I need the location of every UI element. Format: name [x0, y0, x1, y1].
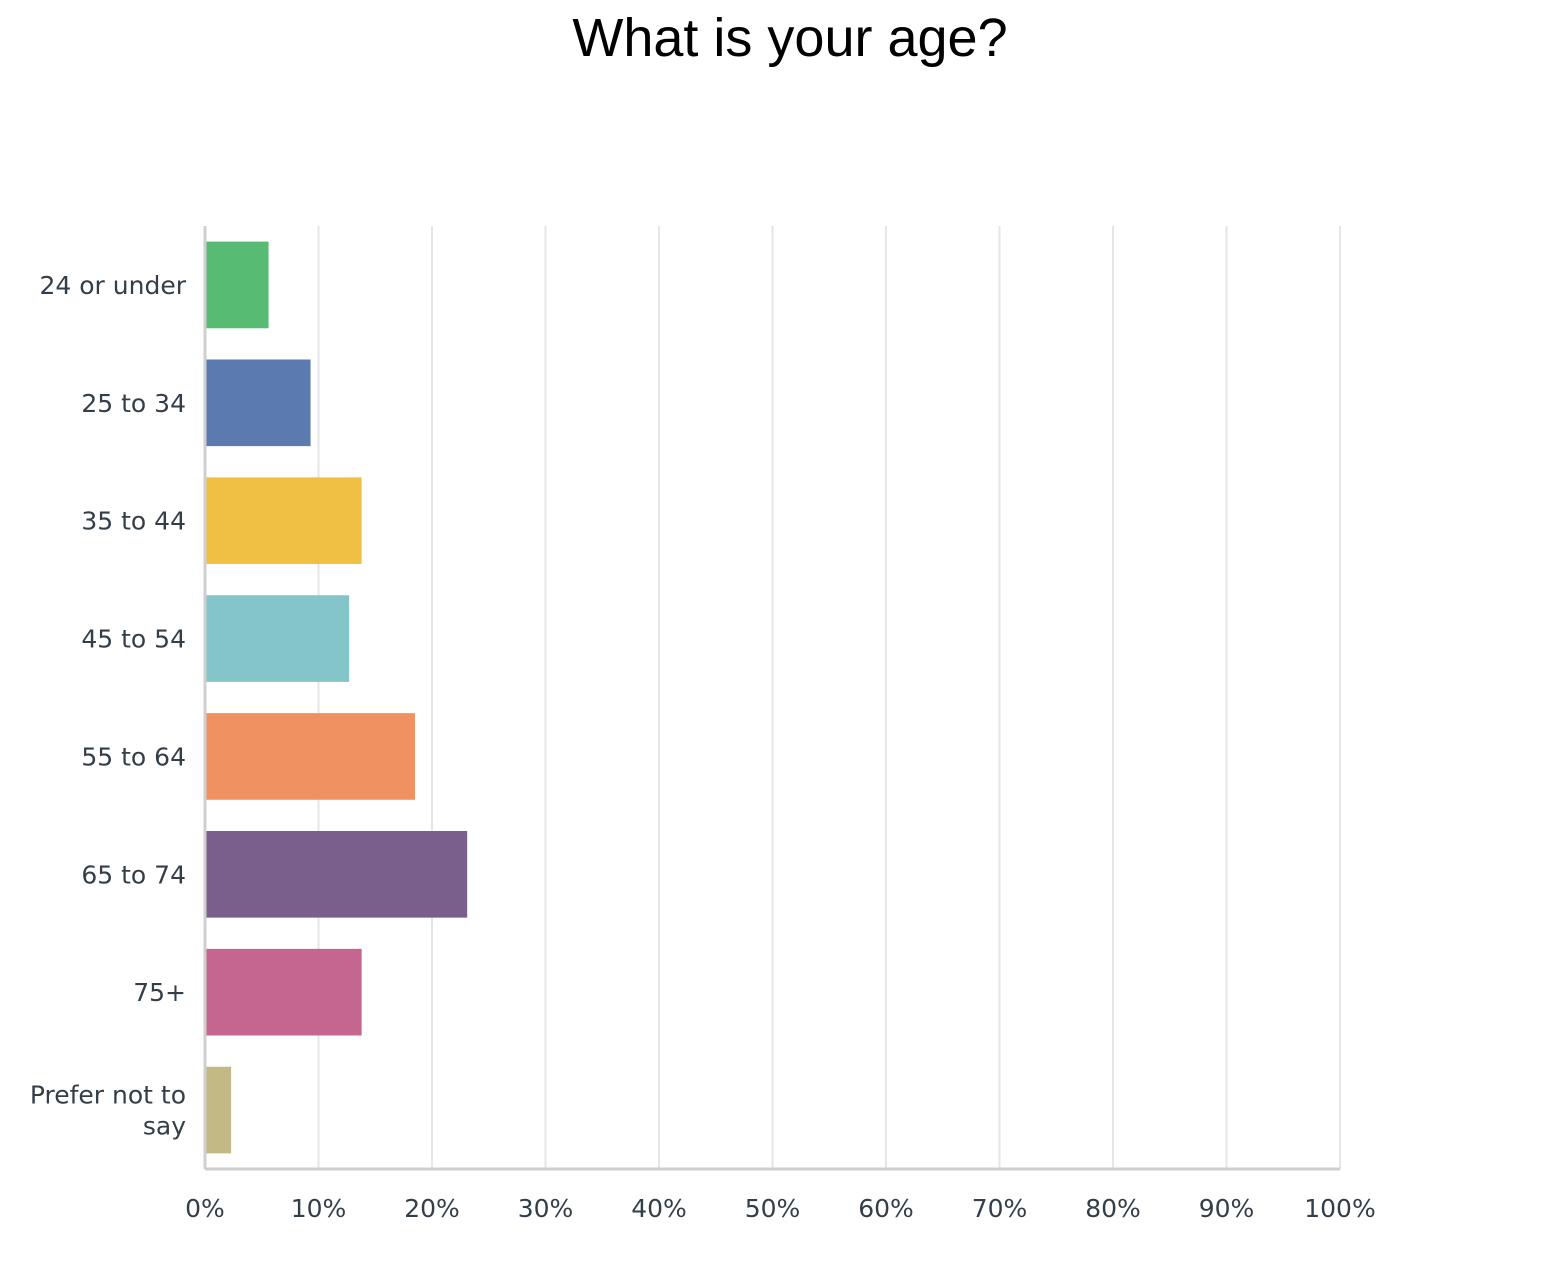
bar	[205, 713, 415, 800]
x-tick-label: 80%	[1085, 1194, 1141, 1223]
category-label: 65 to 74	[81, 860, 186, 889]
bar	[205, 595, 350, 682]
x-tick-label: 100%	[1304, 1194, 1375, 1223]
x-tick-label: 90%	[1199, 1194, 1255, 1223]
x-tick-label: 70%	[972, 1194, 1028, 1223]
category-label: 45 to 54	[81, 625, 186, 654]
bar	[205, 948, 362, 1036]
category-label: Prefer not to	[30, 1081, 186, 1110]
x-tick-label: 40%	[631, 1194, 687, 1223]
x-tick-label: 20%	[404, 1194, 460, 1223]
gridlines	[317, 226, 1341, 1169]
x-tick-label: 50%	[745, 1194, 801, 1223]
category-label: 75+	[133, 978, 186, 1007]
bar	[205, 830, 468, 918]
bar	[205, 241, 269, 329]
bar	[205, 477, 362, 565]
bar	[205, 1066, 232, 1154]
x-axis-tick-labels: 0% 10% 20% 30% 40% 50% 60% 70% 80% 90% 100%	[185, 1194, 1376, 1223]
x-tick-label: 30%	[518, 1194, 574, 1223]
chart-title: What is your age?	[572, 8, 1007, 68]
category-label: 55 to 64	[81, 742, 186, 771]
category-label: say	[143, 1112, 186, 1141]
x-tick-label: 60%	[858, 1194, 914, 1223]
bars	[205, 241, 468, 1154]
category-label: 25 to 34	[81, 389, 186, 418]
category-labels: 24 or under 25 to 34 35 to 44 45 to 54 55 to…	[30, 271, 187, 1141]
category-label: 35 to 44	[81, 507, 186, 536]
x-tick-label: 0%	[185, 1194, 225, 1223]
x-tick-label: 10%	[291, 1194, 347, 1223]
bar	[205, 359, 311, 447]
category-label: 24 or under	[40, 271, 187, 300]
